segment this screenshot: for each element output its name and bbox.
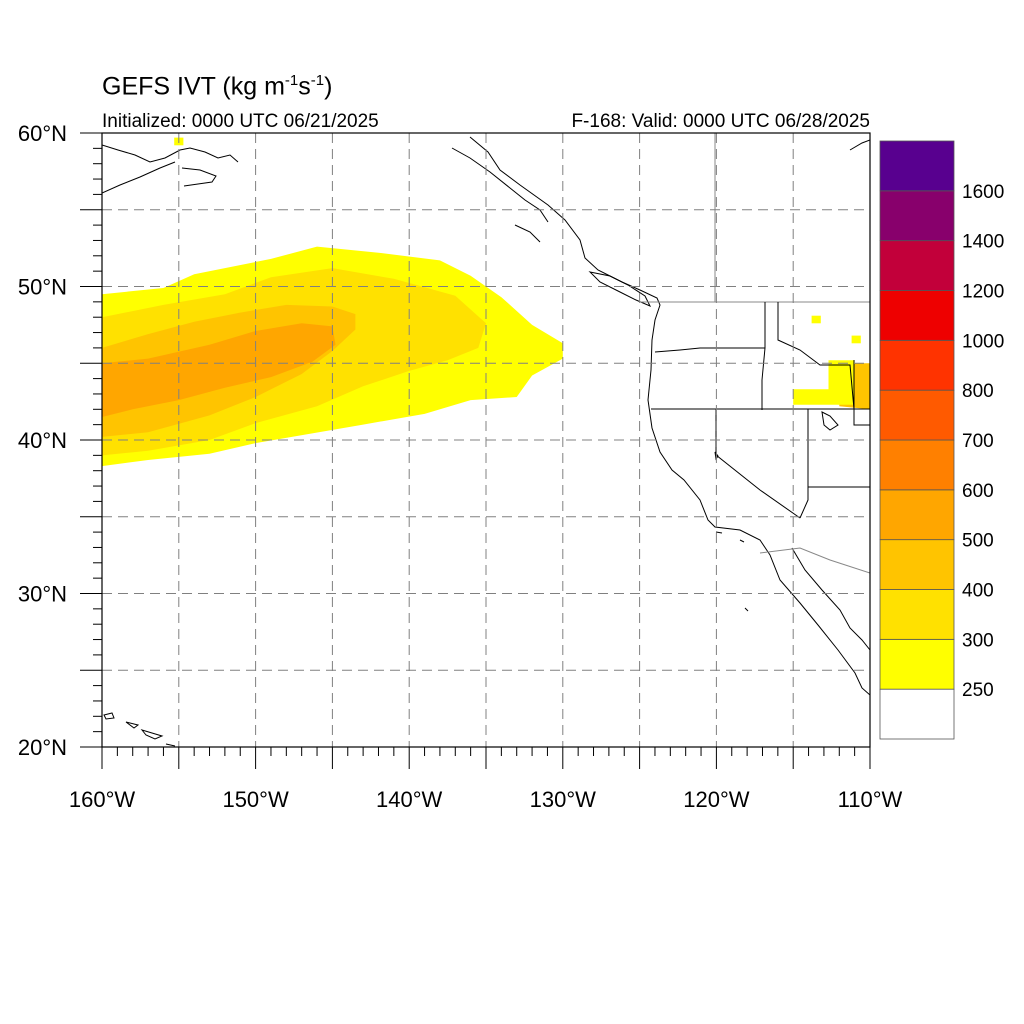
colorbar-label: 300	[962, 630, 994, 651]
y-tick-label: 20°N	[18, 735, 67, 760]
ivt-region-4	[102, 323, 336, 417]
initialized-label: Initialized: 0000 UTC 06/21/2025	[102, 111, 379, 132]
colorbar: 250 300 400 500 600 700 800 1000 1200 1400 1600	[879, 140, 1004, 740]
ivt-region-5	[793, 389, 855, 405]
wa-or-border	[654, 347, 765, 353]
ivt-region-6	[828, 360, 855, 391]
colorbar-label: 800	[962, 381, 994, 402]
x-tick-label: 130°W	[530, 787, 597, 812]
chart-title: GEFS IVT (kg m-1s-1)	[102, 72, 333, 101]
x-tick-label: 120°W	[683, 787, 750, 812]
us-canada-border	[714, 133, 870, 303]
colorbar-swatch	[879, 140, 955, 192]
colorbar-swatch	[879, 240, 955, 291]
colorbar-swatch	[879, 589, 955, 640]
graticule	[102, 133, 870, 747]
colorbar-label: 1200	[962, 282, 1004, 303]
y-tick-label: 50°N	[18, 275, 67, 300]
ivt-region-7	[811, 315, 821, 324]
coastline-gulf-california	[791, 547, 870, 651]
colorbar-swatch	[879, 539, 955, 590]
colorbar-swatch	[879, 190, 955, 242]
great-salt-lake	[821, 411, 839, 431]
coastline-vancouver-island	[588, 271, 652, 307]
nv-ut-border	[799, 409, 809, 519]
colorbar-swatch	[879, 489, 955, 541]
x-tick-label: 160°W	[69, 787, 136, 812]
colorbar-swatch	[879, 290, 955, 341]
axes: 160°W 150°W 140°W 130°W 120°W 110°W 20°N 30°N 40…	[18, 121, 903, 812]
colorbar-swatch	[879, 389, 955, 441]
valid-time-label: F-168: Valid: 0000 UTC 06/28/2025	[571, 111, 870, 132]
coastlines	[102, 136, 870, 747]
ivt-field	[102, 137, 870, 467]
colorbar-swatch	[879, 439, 955, 491]
x-tick-label: 140°W	[376, 787, 443, 812]
coastline-west-coast	[469, 136, 870, 696]
x-tick-label: 110°W	[838, 787, 903, 812]
y-tick-label: 60°N	[18, 121, 67, 146]
coastline-hawaii	[103, 712, 176, 747]
colorbar-label: 500	[962, 531, 994, 552]
colorbar-swatch	[879, 638, 955, 690]
x-tick-label: 150°W	[222, 787, 289, 812]
or-id-border	[761, 302, 766, 410]
colorbar-label: 700	[962, 431, 994, 452]
colorbar-label: 250	[962, 680, 994, 701]
ca-nv-border	[715, 409, 801, 519]
y-tick-label: 30°N	[18, 582, 67, 607]
y-tick-label: 40°N	[18, 428, 67, 453]
colorbar-swatch	[879, 688, 955, 740]
colorbar-label: 1400	[962, 232, 1004, 253]
mexico-border	[759, 547, 870, 574]
colorbar-swatch	[879, 339, 955, 391]
state-boundaries	[640, 133, 870, 574]
colorbar-label: 600	[962, 481, 994, 502]
coastline-alaska	[102, 144, 239, 163]
colorbar-label: 1600	[962, 182, 1004, 203]
colorbar-label: 1000	[962, 331, 1004, 352]
ivt-region-8	[851, 335, 861, 344]
colorbar-label: 400	[962, 581, 994, 602]
